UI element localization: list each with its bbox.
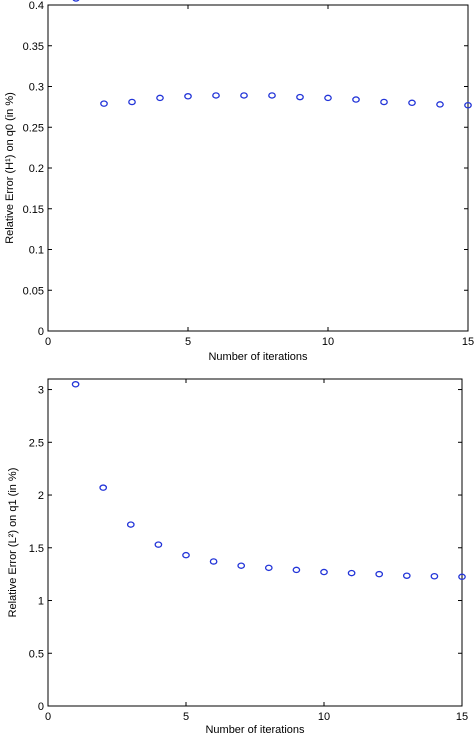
data-point xyxy=(430,573,439,580)
x-axis-label: Number of iterations xyxy=(205,724,305,736)
data-point xyxy=(436,101,444,108)
data-point xyxy=(240,92,248,99)
data-point xyxy=(182,551,190,559)
chart-q0-h1-error: 0 0.05 0.1 0.15 0.2 0.25 0.3 0.35 0.4 0 5 10 15 Num… xyxy=(4,0,474,363)
plot-frame xyxy=(47,4,469,332)
y-tick-label: 2 xyxy=(38,490,44,502)
data-point xyxy=(347,569,356,577)
y-tick-label: 1 xyxy=(38,596,44,608)
data-point xyxy=(375,570,384,578)
data-point xyxy=(296,93,304,101)
y-tick-label: 0.05 xyxy=(23,285,44,297)
data-point xyxy=(352,96,360,103)
y-tick-label: 2.5 xyxy=(29,437,44,449)
data-point xyxy=(156,94,164,102)
y-axis-label: Relative Error (H¹) on q0 (in %) xyxy=(4,92,16,244)
data-point xyxy=(154,541,163,548)
y-axis-label: Relative Error (L²) on q1 (in %) xyxy=(7,468,19,618)
data-point xyxy=(209,558,218,565)
data-points xyxy=(72,0,472,109)
data-point xyxy=(408,99,416,107)
y-tick-label: 0.2 xyxy=(29,163,44,175)
y-tick-label: 0.15 xyxy=(23,204,44,216)
data-point xyxy=(464,101,472,109)
data-point xyxy=(458,573,466,581)
y-tick-label: 3 xyxy=(38,385,44,397)
x-tick-label: 5 xyxy=(183,711,189,723)
y-tick-label: 0.1 xyxy=(29,245,44,257)
x-axis-ticks: 0 5 10 15 xyxy=(45,5,474,348)
data-point xyxy=(71,381,80,388)
data-point xyxy=(237,562,246,569)
x-axis-ticks: 0 5 10 15 xyxy=(45,379,468,723)
data-point xyxy=(99,484,108,491)
x-tick-label: 10 xyxy=(322,336,334,348)
x-tick-label: 10 xyxy=(318,711,330,723)
x-axis-label: Number of iterations xyxy=(208,351,308,363)
y-axis-ticks: 0 0.5 1 1.5 2 2.5 3 xyxy=(29,385,462,713)
x-tick-label: 0 xyxy=(45,336,51,348)
plot-frame xyxy=(47,378,463,707)
data-point xyxy=(268,92,276,99)
data-point xyxy=(184,93,192,100)
y-tick-label: 0.35 xyxy=(23,41,44,53)
x-tick-label: 15 xyxy=(456,711,468,723)
data-points xyxy=(71,381,466,581)
y-tick-label: 0.4 xyxy=(29,0,44,12)
data-point xyxy=(380,98,388,106)
chart-q1-l2-error: 0 0.5 1 1.5 2 2.5 3 0 5 10 15 Number of iteration… xyxy=(7,378,468,736)
data-point xyxy=(402,572,411,579)
y-tick-label: 0 xyxy=(38,701,44,713)
x-tick-label: 0 xyxy=(45,711,51,723)
x-tick-label: 5 xyxy=(185,336,191,348)
x-tick-label: 15 xyxy=(462,336,474,348)
data-point xyxy=(324,94,332,102)
data-point xyxy=(126,521,135,528)
y-tick-label: 0.5 xyxy=(29,648,44,660)
y-axis-ticks: 0 0.05 0.1 0.15 0.2 0.25 0.3 0.35 0.4 xyxy=(23,0,468,338)
data-point xyxy=(128,98,136,106)
data-point xyxy=(72,0,80,2)
y-tick-label: 1.5 xyxy=(29,543,44,555)
y-tick-label: 0.25 xyxy=(23,122,44,134)
y-tick-label: 0 xyxy=(38,326,44,338)
data-point xyxy=(292,566,301,574)
data-point xyxy=(264,564,273,572)
y-tick-label: 0.3 xyxy=(29,82,44,94)
data-point xyxy=(320,568,328,576)
data-point xyxy=(100,100,108,107)
data-point xyxy=(212,92,220,99)
